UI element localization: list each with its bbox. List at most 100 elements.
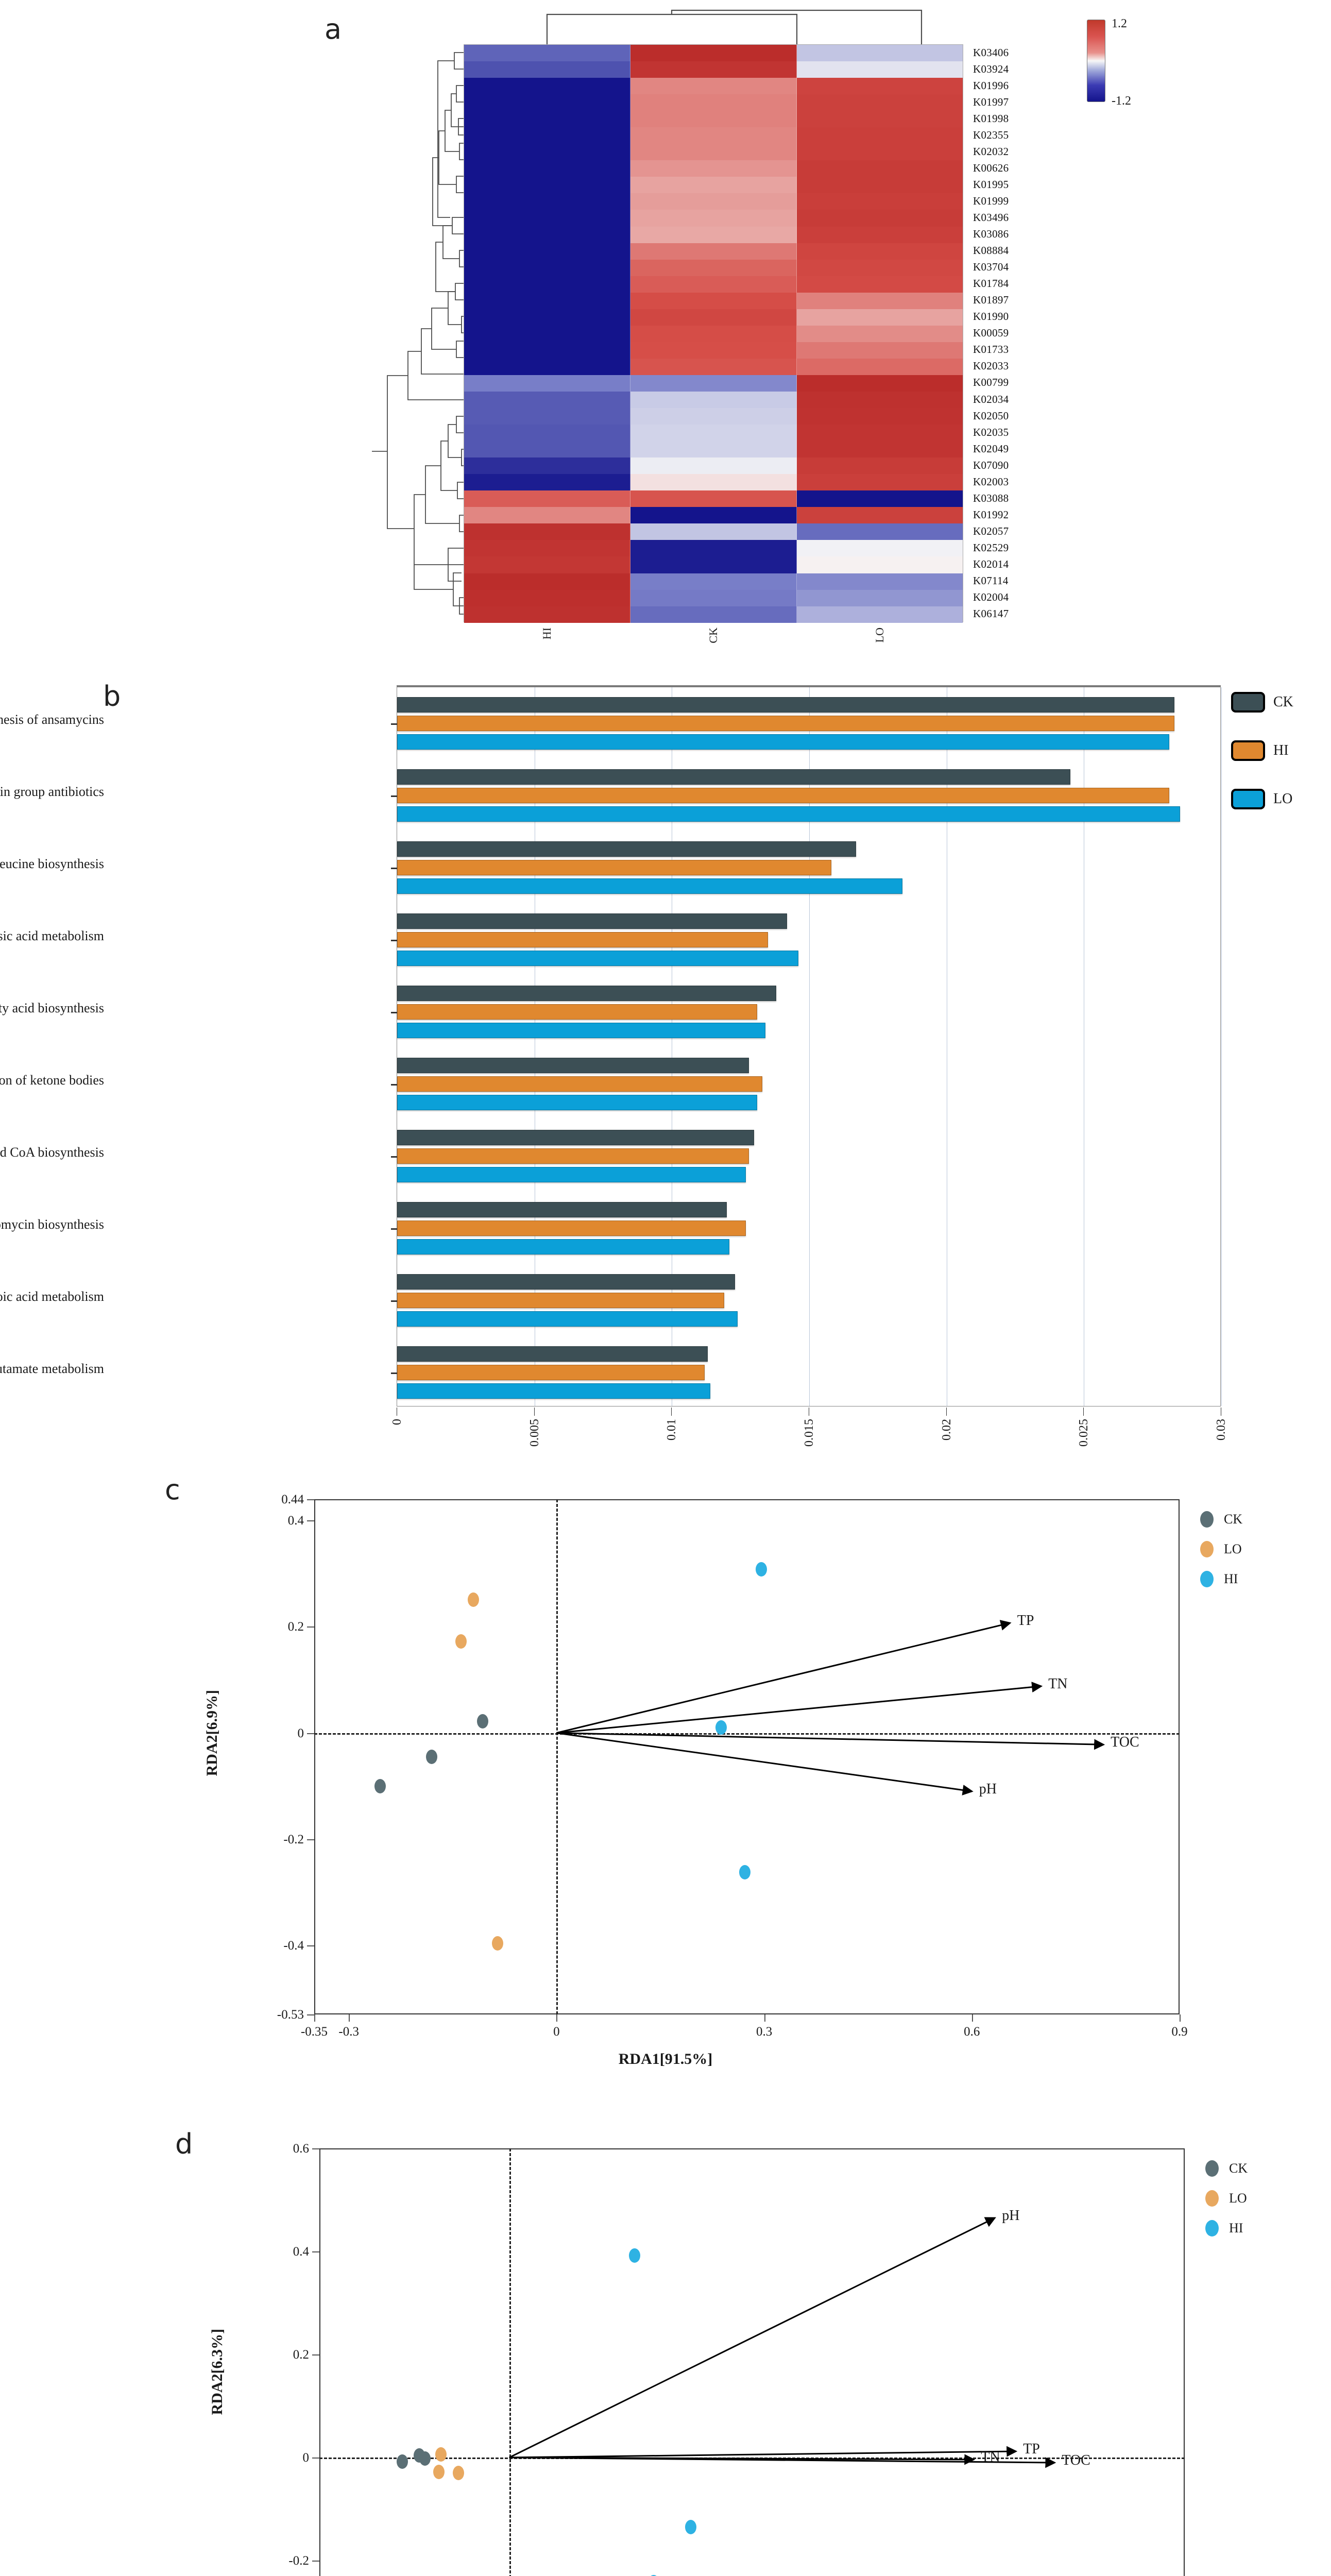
heatmap-cell — [630, 193, 797, 210]
heatmap-cell — [797, 111, 963, 128]
heatmap-cell — [630, 259, 797, 276]
heatmap-cell — [797, 193, 963, 210]
scatter-point-hi — [647, 2575, 659, 2576]
heatmap-cell — [797, 177, 963, 194]
heatmap-row — [464, 111, 963, 128]
heatmap-cell — [630, 160, 797, 177]
heatmap-cell — [797, 408, 963, 425]
heatmap-cell — [630, 490, 797, 507]
bar-category-label: D-Glutamine and D-glutamate metabolism — [0, 1361, 104, 1376]
heatmap-row-label: K01784 — [973, 277, 1009, 290]
heatmap-row — [464, 276, 963, 293]
heatmap-row-label: K03406 — [973, 46, 1009, 59]
heatmap-cell — [464, 177, 630, 194]
zero-line-horizontal — [314, 1733, 1180, 1735]
y-tick — [312, 2148, 319, 2149]
heatmap-row-label: K02032 — [973, 145, 1009, 158]
heatmap-cell — [464, 127, 630, 144]
bar-legend: CK HI LO — [1231, 690, 1293, 836]
legend-item-ck[interactable]: CK — [1231, 690, 1293, 714]
scatter-point-lo — [453, 2466, 465, 2480]
bar-plot-area — [391, 685, 1222, 1406]
y-axis-title: RDA2[6.9%] — [203, 1690, 220, 1776]
heatmap-column-label: CK — [706, 628, 720, 643]
heatmap-cell — [630, 408, 797, 425]
legend-item-hi[interactable]: HI — [1205, 2213, 1248, 2243]
legend-item-lo[interactable]: LO — [1205, 2183, 1248, 2213]
heatmap-cell — [630, 391, 797, 409]
x-tick-label: 0.9 — [1171, 2025, 1188, 2039]
panel-c-letter: c — [165, 1473, 180, 1506]
y-tick-label: 0.44 — [281, 1493, 304, 1506]
bar-lo — [397, 1095, 757, 1110]
heatmap-cell — [630, 441, 797, 458]
heatmap-row-label: K01996 — [973, 79, 1009, 92]
heatmap-cell — [630, 78, 797, 95]
heatmap-cell — [464, 342, 630, 359]
legend-dot — [1205, 2220, 1219, 2236]
heatmap-cell — [797, 292, 963, 309]
heatmap-row-label: K02035 — [973, 426, 1009, 438]
legend-item-ck[interactable]: CK — [1205, 2154, 1248, 2183]
heatmap-cell — [630, 573, 797, 590]
heatmap-cell — [630, 589, 797, 606]
zero-line-horizontal — [319, 2458, 1185, 2459]
legend-item-lo[interactable]: LO — [1200, 1534, 1242, 1564]
heatmap-cell — [797, 358, 963, 375]
bar-ck — [397, 986, 776, 1001]
legend-label: HI — [1224, 1571, 1238, 1586]
heatmap-cell — [464, 193, 630, 210]
bar-lo — [397, 1239, 730, 1255]
heatmap-row — [464, 325, 963, 342]
heatmap-row — [464, 193, 963, 210]
y-tick — [307, 1839, 314, 1840]
heatmap-row — [464, 160, 963, 177]
category-tick — [391, 868, 397, 869]
y-tick — [307, 1733, 314, 1734]
bar-hi — [397, 1004, 757, 1020]
heatmap-row-label: K03496 — [973, 211, 1009, 224]
heatmap-cell — [464, 507, 630, 524]
heatmap-cell — [630, 45, 797, 62]
category-tick — [391, 1156, 397, 1158]
legend-item-hi[interactable]: HI — [1231, 739, 1293, 762]
heatmap-cell — [630, 457, 797, 474]
heatmap-cell — [630, 210, 797, 227]
colorbar — [1087, 20, 1105, 102]
heatmap-row — [464, 226, 963, 243]
bar-hi — [397, 932, 768, 947]
y-tick-label: 0 — [302, 2451, 310, 2465]
y-tick — [312, 2458, 319, 2459]
y-tick-label: -0.4 — [283, 1938, 304, 1953]
legend-item-ck[interactable]: CK — [1200, 1504, 1242, 1534]
legend-label: LO — [1273, 791, 1293, 807]
x-tick-label: 0 — [390, 1419, 404, 1425]
gridline — [809, 687, 810, 1406]
heatmap-row-label: K02355 — [973, 128, 1009, 141]
bar-hi — [397, 716, 1175, 731]
y-tick-label: 0.6 — [293, 2142, 309, 2156]
y-tick-label: 0.4 — [287, 1514, 304, 1528]
bar-ck — [397, 841, 856, 857]
env-arrow-label-tp: TP — [1023, 2441, 1040, 2457]
heatmap-cell — [797, 540, 963, 557]
legend-item-lo[interactable]: LO — [1231, 787, 1293, 811]
legend-item-hi[interactable]: HI — [1200, 1564, 1242, 1594]
y-axis-title: RDA2[6.3%] — [209, 2329, 226, 2415]
heatmap-row — [464, 556, 963, 573]
bar-lo — [397, 806, 1180, 822]
colorbar-min-label: -1.2 — [1112, 94, 1131, 108]
heatmap-row — [464, 94, 963, 111]
heatmap-cell — [464, 78, 630, 95]
scatter-point-lo — [492, 1936, 504, 1951]
heatmap-cell — [630, 523, 797, 540]
bar-ck — [397, 1274, 735, 1290]
scatter-point-ck — [426, 1750, 438, 1764]
heatmap-cell — [464, 243, 630, 260]
heatmap-cell — [630, 292, 797, 309]
x-tick-label: 0.02 — [940, 1419, 953, 1440]
scatter-point-ck — [374, 1778, 386, 1793]
heatmap-cell — [797, 226, 963, 243]
x-axis-title: RDA1[91.5%] — [618, 2050, 713, 2067]
y-tick — [307, 1520, 314, 1522]
